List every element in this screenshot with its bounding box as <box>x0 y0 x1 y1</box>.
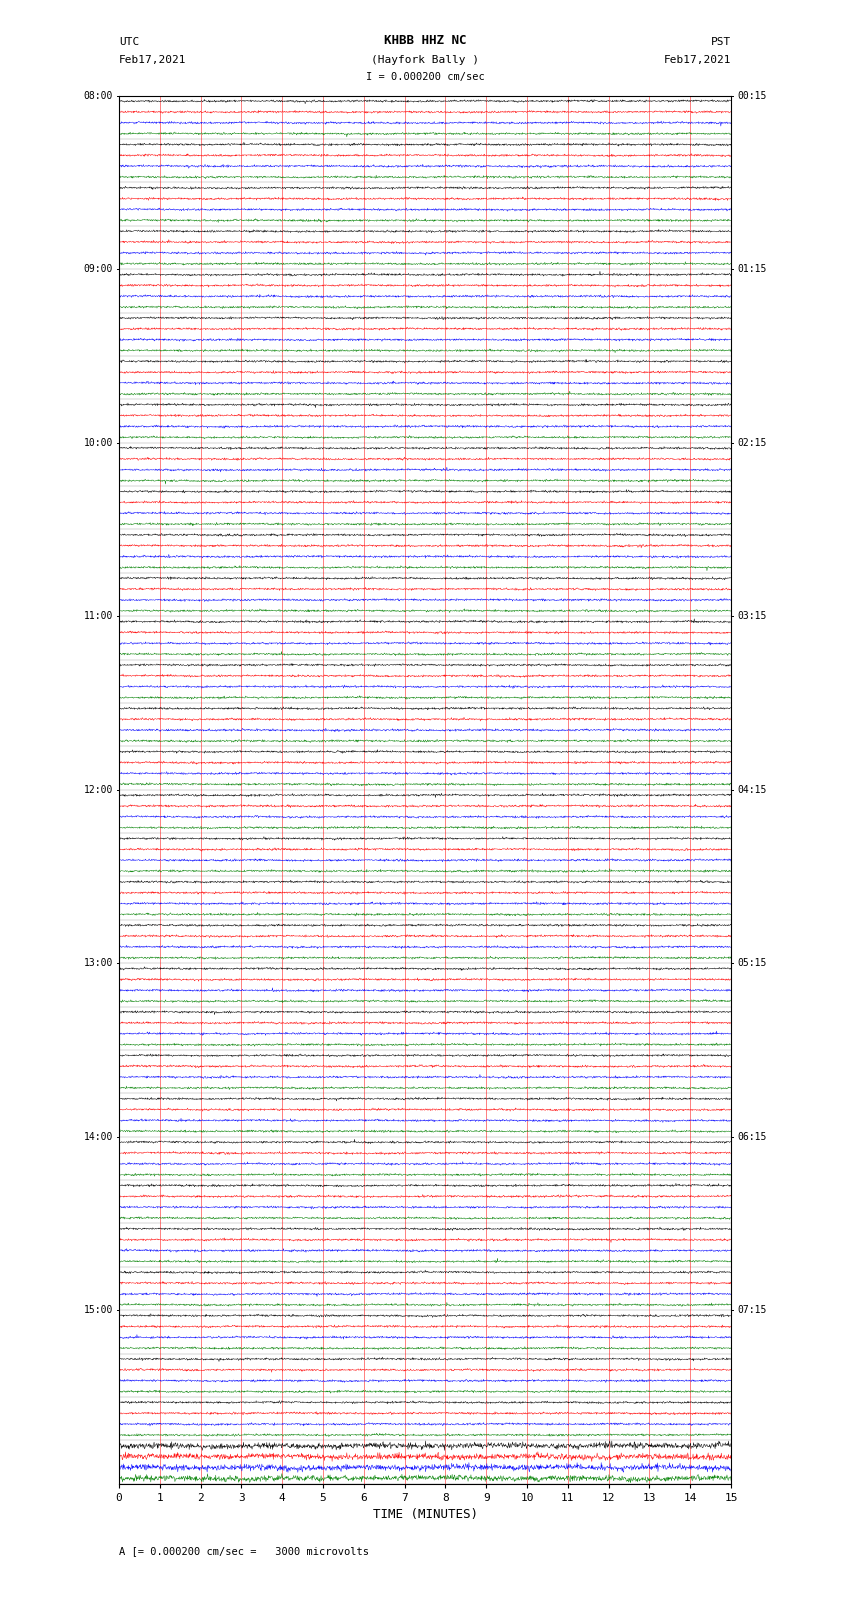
Text: 12:00: 12:00 <box>83 784 113 795</box>
Text: 05:15: 05:15 <box>737 958 767 968</box>
Text: 00:15: 00:15 <box>737 90 767 100</box>
Text: 08:00: 08:00 <box>83 90 113 100</box>
Text: UTC: UTC <box>119 37 139 47</box>
Text: 06:15: 06:15 <box>737 1132 767 1142</box>
Text: 03:15: 03:15 <box>737 611 767 621</box>
Text: 02:15: 02:15 <box>737 437 767 448</box>
Text: 15:00: 15:00 <box>83 1305 113 1315</box>
Text: (Hayfork Bally ): (Hayfork Bally ) <box>371 55 479 65</box>
Text: Feb17,2021: Feb17,2021 <box>664 55 731 65</box>
Text: 14:00: 14:00 <box>83 1132 113 1142</box>
X-axis label: TIME (MINUTES): TIME (MINUTES) <box>372 1508 478 1521</box>
Text: KHBB HHZ NC: KHBB HHZ NC <box>383 34 467 47</box>
Text: 11:00: 11:00 <box>83 611 113 621</box>
Text: 07:15: 07:15 <box>737 1305 767 1315</box>
Text: I = 0.000200 cm/sec: I = 0.000200 cm/sec <box>366 73 484 82</box>
Text: PST: PST <box>711 37 731 47</box>
Text: 09:00: 09:00 <box>83 265 113 274</box>
Text: 13:00: 13:00 <box>83 958 113 968</box>
Text: 10:00: 10:00 <box>83 437 113 448</box>
Text: 04:15: 04:15 <box>737 784 767 795</box>
Text: 01:15: 01:15 <box>737 265 767 274</box>
Text: A [= 0.000200 cm/sec =   3000 microvolts: A [= 0.000200 cm/sec = 3000 microvolts <box>119 1547 369 1557</box>
Text: Feb17,2021: Feb17,2021 <box>119 55 186 65</box>
